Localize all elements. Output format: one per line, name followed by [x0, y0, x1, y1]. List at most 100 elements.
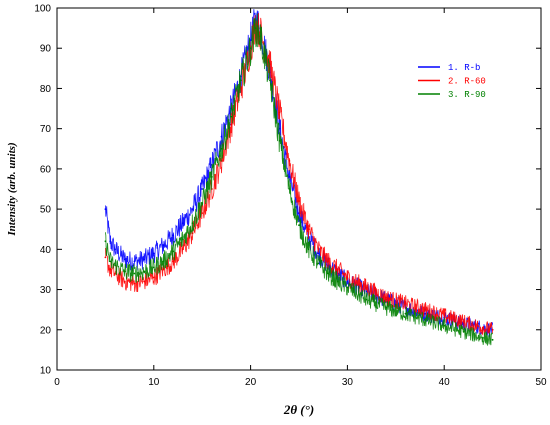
- data-point: [172, 260, 175, 263]
- data-point: [109, 260, 112, 263]
- series-trace: [105, 13, 493, 336]
- data-point: [123, 280, 126, 283]
- data-point: [254, 27, 257, 30]
- data-point: [133, 260, 136, 263]
- data-point: [123, 270, 126, 273]
- data-point: [385, 306, 388, 309]
- data-point: [423, 308, 426, 311]
- x-tick-label: 20: [245, 377, 257, 388]
- data-point: [109, 240, 112, 243]
- data-point: [114, 264, 116, 267]
- data-point: [327, 260, 329, 263]
- data-point: [143, 280, 146, 283]
- y-tick-label: 80: [40, 84, 52, 95]
- data-point: [346, 276, 349, 279]
- data-point: [220, 147, 223, 150]
- x-tick-label: 50: [535, 377, 547, 388]
- data-point: [143, 270, 146, 273]
- data-point: [385, 296, 388, 299]
- data-point: [404, 312, 407, 315]
- data-point: [327, 272, 329, 275]
- data-point: [104, 208, 107, 211]
- x-tick-label: 30: [342, 377, 354, 388]
- data-point: [143, 258, 146, 261]
- data-point: [317, 252, 320, 255]
- data-point: [133, 282, 136, 285]
- data-point: [278, 139, 281, 142]
- data-point: [181, 238, 184, 241]
- data-point: [317, 262, 320, 265]
- legend-item: 3. R-90: [418, 90, 486, 100]
- data-point: [172, 250, 175, 253]
- data-point: [423, 318, 426, 321]
- data-point: [181, 222, 184, 225]
- data-point: [336, 268, 339, 271]
- y-tick-label: 50: [40, 205, 52, 216]
- data-point: [482, 336, 484, 339]
- data-point: [123, 258, 126, 261]
- data-point: [307, 248, 310, 251]
- data-point: [133, 272, 136, 275]
- data-point: [491, 338, 494, 341]
- data-point: [298, 200, 300, 202]
- data-point: [404, 302, 407, 305]
- data-point: [365, 286, 368, 289]
- data-point: [181, 248, 184, 251]
- data-point: [104, 240, 107, 243]
- series-1: [104, 9, 494, 338]
- data-point: [278, 111, 281, 114]
- y-tick-label: 60: [40, 164, 52, 175]
- data-point: [152, 252, 155, 255]
- data-point: [220, 135, 223, 138]
- y-tick-label: 40: [40, 245, 52, 256]
- data-point: [491, 328, 494, 331]
- data-point: [482, 326, 484, 329]
- y-tick-label: 70: [40, 124, 52, 135]
- x-tick-label: 0: [54, 377, 60, 388]
- data-point: [201, 212, 204, 215]
- data-point: [162, 244, 165, 247]
- series-trace: [105, 9, 493, 338]
- y-tick-label: 30: [40, 285, 52, 296]
- data-point: [346, 280, 349, 283]
- data-point: [423, 312, 426, 315]
- data-point: [162, 260, 165, 263]
- data-point: [462, 330, 465, 333]
- data-point: [172, 234, 175, 237]
- data-point: [249, 39, 252, 42]
- data-point: [104, 256, 107, 259]
- series-2: [104, 13, 494, 336]
- data-point: [443, 324, 446, 327]
- data-point: [240, 79, 242, 82]
- data-point: [249, 47, 252, 50]
- data-point: [114, 248, 116, 251]
- data-point: [462, 320, 465, 323]
- x-tick-label: 10: [148, 377, 160, 388]
- x-axis-title: 2θ (°): [283, 402, 314, 417]
- data-point: [288, 188, 291, 190]
- data-point: [317, 248, 320, 251]
- series-3: [104, 13, 494, 346]
- data-point: [191, 208, 194, 211]
- y-tick-label: 90: [40, 44, 52, 55]
- y-axis-title: Intensity (arb. units): [6, 142, 18, 236]
- y-tick-label: 10: [40, 366, 52, 377]
- x-tick-label: 40: [439, 377, 451, 388]
- data-point: [346, 286, 349, 289]
- data-point: [201, 202, 204, 204]
- data-point: [269, 79, 271, 82]
- data-point: [201, 188, 204, 190]
- legend-label: 2. R-60: [448, 77, 486, 87]
- data-point: [210, 176, 213, 178]
- legend: 1. R-b 2. R-60 3. R-90: [418, 63, 486, 100]
- data-point: [443, 314, 446, 317]
- data-point: [230, 115, 233, 118]
- data-point: [365, 298, 368, 301]
- data-point: [288, 159, 291, 162]
- plot-frame: [56, 7, 542, 371]
- legend-label: 1. R-b: [448, 63, 480, 73]
- legend-label: 3. R-90: [448, 90, 486, 100]
- y-tick-label: 100: [34, 4, 51, 15]
- series-trace: [105, 13, 493, 346]
